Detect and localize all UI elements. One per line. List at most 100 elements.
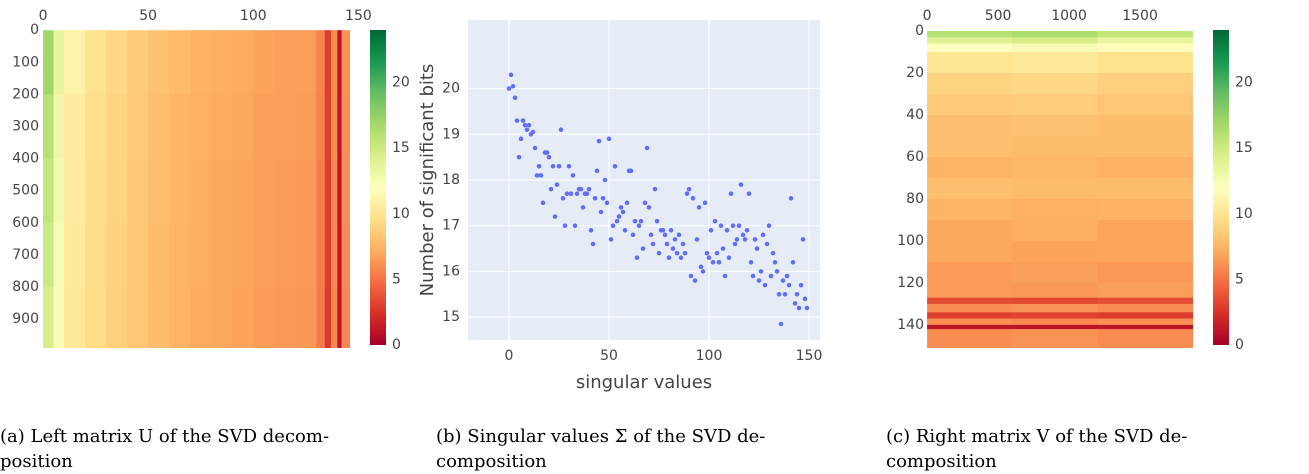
scatter-point [726,255,732,261]
heatmap-cell [253,30,275,95]
y-tick-label: 20 [442,81,460,97]
heatmap-cell [927,303,1013,313]
heatmap-cell [127,287,149,348]
heatmap-cell [127,94,149,159]
heatmap-cell [253,158,275,224]
heatmap-cell [1097,324,1193,330]
scatter-point [588,227,594,233]
x-tick-label: 50 [139,8,157,24]
scatter-point [754,246,760,251]
heatmap-cell [337,222,342,288]
heatmap-cell [211,287,233,348]
heatmap-cell [1012,94,1098,116]
heatmap-cell [211,158,233,224]
scatter-point [774,269,780,274]
scatter-point [668,227,674,233]
heatmap-cell [64,287,86,348]
y-tick-label: 100 [897,233,924,249]
scatter-point [610,223,616,229]
heatmap-cell [148,287,170,348]
scatter-point [782,291,788,297]
heatmap-cell [190,287,212,348]
scatter-point [564,191,570,197]
scatter-point [702,200,708,206]
heatmap-cell [1097,198,1193,221]
scatter-point [560,195,566,201]
scatter-point [786,282,792,288]
scatter-point [756,278,762,283]
heatmap-cell [169,158,191,224]
scatter-point [748,259,754,265]
scatter-point [518,136,524,142]
heatmap-cell [316,94,326,159]
heatmap-cell [324,30,332,95]
heatmap-cell [331,94,338,159]
heatmap-cell [43,30,54,95]
y-tick-label: 500 [12,183,39,199]
heatmap-cell [85,94,107,159]
colorbar-tick-label: 15 [1235,140,1253,156]
scatter-point [602,177,608,183]
scatter-point [580,205,586,210]
heatmap-cell [274,158,296,224]
heatmap-cell [253,94,275,159]
heatmap-cell [927,94,1013,116]
scatter-point [578,186,584,192]
heatmap-cell [1012,329,1098,348]
heatmap-cell [927,282,1013,298]
heatmap-cell [253,222,275,288]
x-axis-title: singular values [576,372,712,393]
heatmap-cell [1097,282,1193,298]
scatter-point [730,223,736,229]
scatter-point [784,273,790,279]
heatmap-cell [43,94,54,159]
heatmap-cell [927,43,1013,53]
scatter-point [586,186,592,192]
heatmap-cell [341,222,350,288]
heatmap-cell [295,287,317,348]
scatter-point [562,223,568,229]
scatter-point [742,237,748,242]
heatmap-cell [148,222,170,288]
x-tick-label: 0 [923,8,932,24]
y-tick-label: 17 [442,218,460,234]
heatmap-cell [337,287,342,348]
scatter-point [514,118,520,123]
scatter-point [804,305,810,311]
scatter-point [584,191,590,197]
scatter-point [570,173,576,178]
scatter-point [802,296,808,302]
heatmap-cell [127,222,149,288]
heatmap-cell [1097,297,1193,305]
heatmap-cell [1012,136,1098,158]
heatmap-cell [64,158,86,224]
scatter-point [722,273,728,279]
heatmap-cell [1012,282,1098,298]
scatter-point [728,191,734,197]
heatmap-cell [148,158,170,224]
scatter-point [612,163,618,169]
x-tick-label: 0 [39,8,48,24]
scatter-point [692,278,698,283]
heatmap-cell [190,30,212,95]
heatmap-cell [1097,43,1193,53]
scatter-point [776,291,782,297]
scatter-point [636,223,642,229]
heatmap-cell [1097,261,1193,284]
scatter-point [646,205,652,210]
scatter-point [678,255,684,261]
scatter-point [770,250,776,256]
heatmap-cell [127,158,149,224]
heatmap-cell [295,222,317,288]
scatter-point [506,86,512,91]
y-tick-label: 0 [30,22,39,38]
heatmap-cell [1097,177,1193,200]
heatmap-cell [331,30,338,95]
heatmap-cell [1097,136,1193,158]
scatter-point [598,209,604,215]
scatter-point [640,246,646,251]
heatmap-cell [927,297,1013,305]
heatmap-cell [316,222,326,288]
x-tick-label: 100 [696,348,723,364]
scatter-point [732,241,738,247]
